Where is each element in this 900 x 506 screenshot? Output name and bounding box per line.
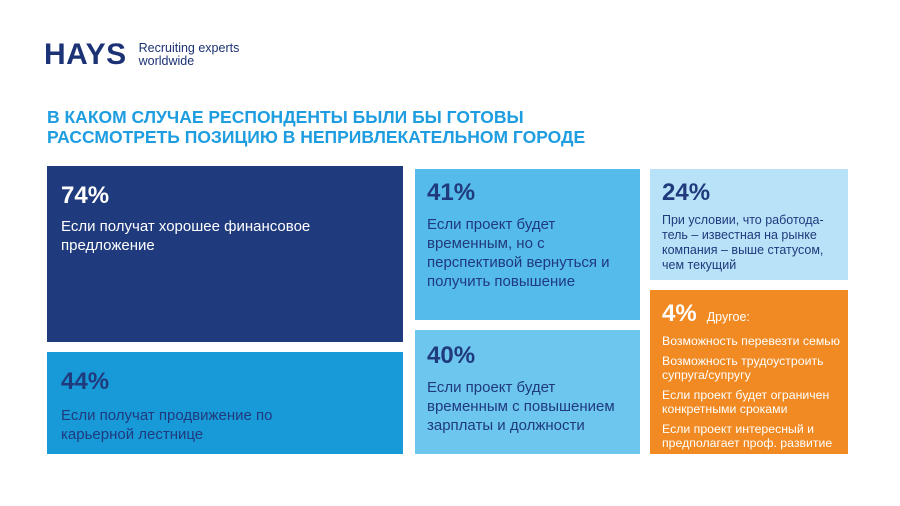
tile-44-career-promotion: 44% Если получат продвижение по карьерно… bbox=[47, 352, 403, 454]
logo-wordmark: HAYS bbox=[44, 38, 127, 71]
tile-value-label: 40% bbox=[427, 342, 476, 369]
tile-description: Если проект будет временным, но с перспе… bbox=[427, 216, 610, 290]
logo-tagline-line1: Recruiting experts bbox=[138, 41, 240, 55]
tile-header: 4% Другое: bbox=[662, 302, 836, 326]
chart-title: В КАКОМ СЛУЧАЕ РЕСПОНДЕНТЫ БЫЛИ БЫ ГОТОВ… bbox=[47, 107, 697, 147]
tile-description: Если проект будет временным с повышением… bbox=[427, 379, 615, 434]
list-item: Если проект будет ограничен конкретными … bbox=[662, 388, 830, 416]
list-item: Возможность перевезти семью bbox=[662, 334, 840, 348]
hays-logo: HAYS Recruiting experts worldwide bbox=[44, 40, 239, 70]
logo-tagline: Recruiting experts worldwide bbox=[139, 42, 240, 68]
tile-value-label: 4% bbox=[662, 300, 697, 327]
logo-tagline-line2: worldwide bbox=[138, 54, 195, 68]
tile-74-financial-offer: 74% Если получат хорошее финансовое пред… bbox=[47, 166, 403, 342]
tile-41-temporary-return-promotion: 41% Если проект будет временным, но с пе… bbox=[415, 169, 640, 320]
tile-40-temporary-salary-raise: 40% Если проект будет временным с повыше… bbox=[415, 330, 640, 454]
tile-other-label: Другое: bbox=[706, 310, 750, 324]
tile-value-label: 24% bbox=[662, 179, 711, 206]
tile-value-label: 41% bbox=[427, 179, 476, 206]
other-reasons-list: Возможность перевезти семью Возможность … bbox=[662, 334, 840, 450]
tile-value-label: 74% bbox=[61, 182, 110, 209]
tile-description: При условии, что работода-тель – известн… bbox=[662, 213, 824, 272]
tile-description: Если получат хорошее финансовое предложе… bbox=[61, 218, 311, 254]
list-item: Возможность трудоустроить супруга/супруг… bbox=[662, 354, 824, 382]
chart-title-line2: РАССМОТРЕТЬ ПОЗИЦИЮ В НЕПРИВЛЕКАТЕЛЬНОМ … bbox=[47, 127, 586, 147]
list-item: Если проект интересный и предполагает пр… bbox=[662, 422, 833, 450]
tile-24-known-employer: 24% При условии, что работода-тель – изв… bbox=[650, 169, 848, 280]
chart-title-line1: В КАКОМ СЛУЧАЕ РЕСПОНДЕНТЫ БЫЛИ БЫ ГОТОВ… bbox=[47, 107, 524, 127]
tile-4-other: 4% Другое: Возможность перевезти семью В… bbox=[650, 290, 848, 454]
tile-description: Если получат продвижение по карьерной ле… bbox=[61, 407, 273, 443]
tile-value-label: 44% bbox=[61, 368, 110, 395]
